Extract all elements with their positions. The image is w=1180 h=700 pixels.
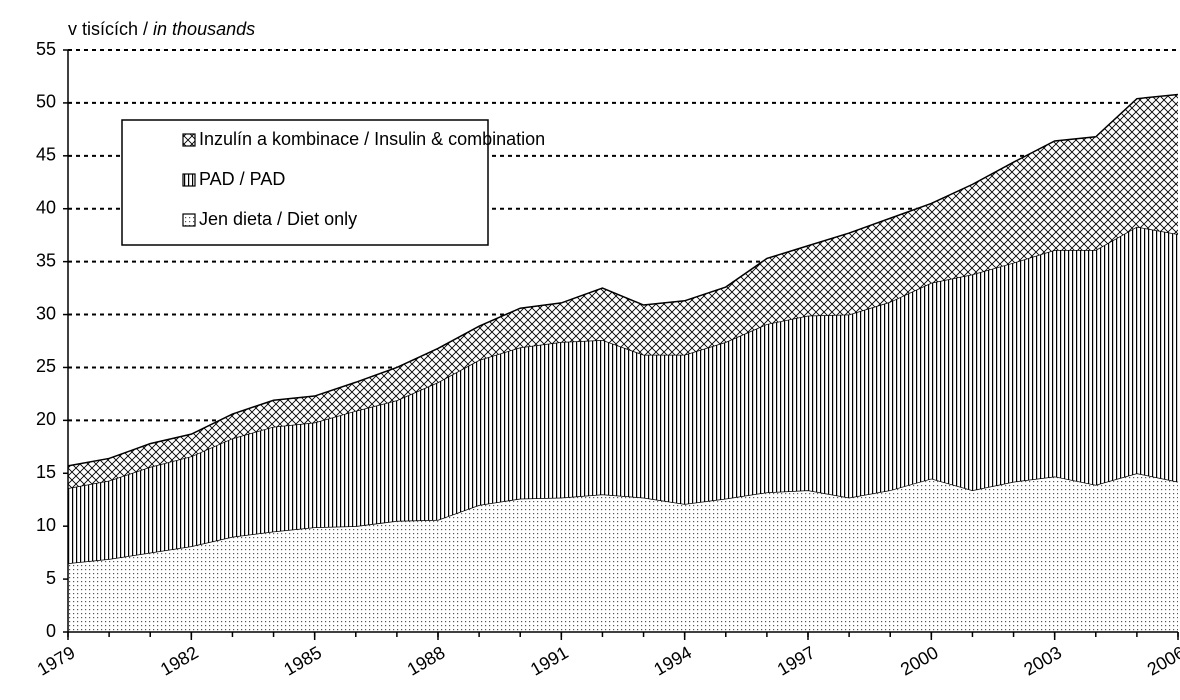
y-tick-label: 10 <box>36 515 56 535</box>
y-axis-label-cz: v tisících / <box>68 19 148 39</box>
x-tick-label: 1991 <box>527 642 572 679</box>
legend-label: PAD / PAD <box>199 169 285 189</box>
x-tick-label: 1994 <box>650 642 695 679</box>
legend-label: Inzulín a kombinace / Insulin & combinat… <box>199 129 545 149</box>
y-tick-label: 5 <box>46 568 56 588</box>
area-fill <box>68 94 1178 489</box>
y-tick-label: 0 <box>46 621 56 641</box>
legend-swatch <box>182 133 196 147</box>
y-tick-label: 55 <box>36 39 56 59</box>
legend-label: Jen dieta / Diet only <box>199 209 357 229</box>
y-tick-label: 20 <box>36 409 56 429</box>
x-tick-label: 1988 <box>404 642 449 679</box>
area-outline <box>67 93 1179 467</box>
y-tick-label: 30 <box>36 303 56 323</box>
area-fill <box>68 226 1178 564</box>
y-axis-label: v tisících / in thousands <box>68 19 255 39</box>
x-tick-label: 1979 <box>34 642 79 679</box>
y-tick-label: 40 <box>36 197 56 217</box>
y-axis-label-en: in thousands <box>153 19 255 39</box>
x-tick-label: 1997 <box>774 642 819 679</box>
y-tick-label: 45 <box>36 145 56 165</box>
y-tick-label: 50 <box>36 92 56 112</box>
x-tick-label: 1985 <box>280 642 325 679</box>
x-tick-label: 2003 <box>1020 642 1065 679</box>
y-tick-label: 35 <box>36 250 56 270</box>
x-tick-label: 2006 <box>1144 642 1180 679</box>
y-tick-label: 15 <box>36 462 56 482</box>
y-tick-label: 25 <box>36 356 56 376</box>
x-tick-label: 2000 <box>897 642 942 679</box>
area-fill <box>68 473 1178 632</box>
legend-swatch <box>182 213 196 227</box>
legend-swatch <box>182 173 196 187</box>
x-tick-label: 1982 <box>157 642 202 679</box>
